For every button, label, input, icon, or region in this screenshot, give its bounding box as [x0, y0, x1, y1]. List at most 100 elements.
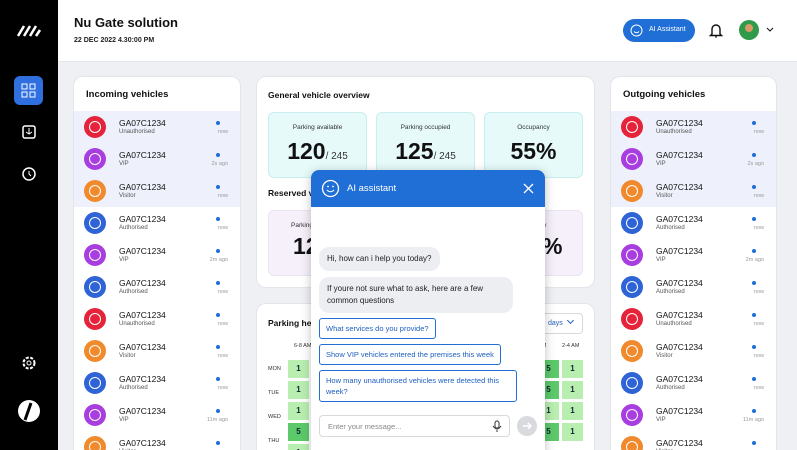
stat-total: / 245	[325, 151, 348, 162]
reserved-value: %	[542, 233, 563, 259]
status-icon	[621, 276, 643, 298]
vehicle-row[interactable]: GA07C1234 Authorised now	[611, 207, 776, 239]
dot	[216, 313, 220, 317]
vehicle-row[interactable]: GA07C1234 Authorised now	[74, 367, 240, 399]
icon-glyph	[89, 153, 101, 165]
range-label: days	[548, 320, 563, 327]
time: 2s ago	[211, 161, 228, 167]
plate: GA07C1234	[656, 150, 703, 160]
suggestion[interactable]: What services do you provide?	[319, 318, 436, 339]
vehicle-row[interactable]: GA07C1234 Unauthorised now	[611, 303, 776, 335]
plate: GA07C1234	[656, 310, 703, 320]
dot	[216, 121, 220, 125]
status: VIP	[119, 257, 129, 263]
incoming-panel: Incoming vehicles GA07C1234 Unauthorised no…	[73, 76, 241, 450]
icon-glyph	[626, 313, 638, 325]
stat-value: 120	[287, 138, 326, 164]
ai-button[interactable]: AI Assistant	[623, 19, 695, 42]
status: VIP	[119, 417, 129, 423]
status-icon	[84, 404, 106, 426]
bell[interactable]	[709, 22, 723, 38]
icon-glyph	[626, 409, 638, 421]
icon-glyph	[89, 217, 101, 229]
stat-value-row: 125/ 245	[377, 138, 474, 165]
dot	[216, 345, 220, 349]
plate: GA07C1234	[119, 406, 166, 416]
dot	[216, 441, 220, 445]
status-icon	[84, 116, 106, 138]
icon-glyph	[89, 441, 101, 450]
status: Visitor	[656, 353, 673, 359]
plate: GA07C1234	[119, 342, 166, 352]
nav-inbox[interactable]	[21, 124, 37, 140]
time: now	[753, 193, 764, 199]
status: Visitor	[119, 193, 136, 199]
vehicle-row[interactable]: GA07C1234 Authorised now	[74, 207, 240, 239]
vehicle-row[interactable]: GA07C1234 VIP 2s ago	[611, 143, 776, 175]
dot	[752, 441, 756, 445]
vehicle-row[interactable]: GA07C1234 Unauthorised now	[74, 111, 240, 143]
avatar[interactable]	[739, 20, 759, 40]
time: 2s ago	[747, 161, 764, 167]
suggestion[interactable]: How many unauthorised vehicles were dete…	[319, 370, 517, 402]
panel-title: Parking he	[268, 318, 312, 328]
vehicle-row[interactable]: GA07C1234 VIP 11m ago	[74, 399, 240, 431]
vehicle-row[interactable]: GA07C1234 Unauthorised now	[611, 111, 776, 143]
vehicle-row[interactable]: GA07C1234 VIP 2s ago	[74, 143, 240, 175]
sidebar	[0, 0, 58, 450]
day-label: MON	[268, 366, 281, 372]
status: Authorised	[119, 385, 148, 391]
plate: GA07C1234	[656, 374, 703, 384]
status: Visitor	[119, 353, 136, 359]
time: now	[753, 385, 764, 391]
heat-cell: 1	[562, 381, 583, 399]
time: 2m ago	[209, 257, 228, 263]
dot	[752, 153, 756, 157]
vehicle-row[interactable]: GA07C1234 VIP 2m ago	[74, 239, 240, 271]
heat-cell: 1	[562, 423, 583, 441]
heat-cell: 1	[288, 381, 309, 399]
plate: GA07C1234	[656, 246, 703, 256]
icon-glyph	[626, 153, 638, 165]
plate: GA07C1234	[656, 406, 703, 416]
avatar-caret[interactable]	[766, 27, 774, 33]
title: Nu Gate solution	[74, 15, 178, 30]
chat-close[interactable]	[523, 183, 534, 194]
mic[interactable]	[492, 420, 502, 433]
status-icon	[621, 116, 643, 138]
nav-history[interactable]	[21, 166, 37, 182]
dot	[752, 249, 756, 253]
vehicle-row[interactable]: GA07C1234 Unauthorised now	[74, 303, 240, 335]
brand-mark	[18, 400, 40, 422]
status: Unauthorised	[656, 321, 692, 327]
plate: GA07C1234	[119, 246, 166, 256]
nav-dashboard[interactable]	[14, 76, 43, 105]
stat-value: 55%	[510, 138, 557, 164]
vehicle-row[interactable]: GA07C1234 Authorised now	[611, 271, 776, 303]
vehicle-row[interactable]: GA07C1234 VIP 11m ago	[611, 399, 776, 431]
date: 22 DEC 2022 4.30:00 PM	[74, 37, 155, 44]
suggestion[interactable]: Show VIP vehicles entered the premises t…	[319, 344, 501, 365]
stat-card: Parking occupied 125/ 245	[376, 112, 475, 178]
vehicle-row[interactable]: GA07C1234 Authorised now	[611, 367, 776, 399]
vehicle-row[interactable]: GA07C1234 VIP 2m ago	[611, 239, 776, 271]
ai-button-label: AI Assistant	[649, 26, 686, 33]
icon-glyph	[89, 313, 101, 325]
status: Visitor	[656, 193, 673, 199]
status-icon	[84, 212, 106, 234]
time: now	[217, 385, 228, 391]
send-button[interactable]	[517, 416, 537, 436]
status: VIP	[119, 161, 129, 167]
heat-cell: 1	[288, 402, 309, 420]
panel-title: Incoming vehicles	[86, 89, 169, 100]
message-input[interactable]: Enter your message...	[319, 415, 510, 437]
nav-settings[interactable]	[21, 355, 37, 371]
vehicle-row[interactable]: GA07C1234 Authorised now	[74, 271, 240, 303]
